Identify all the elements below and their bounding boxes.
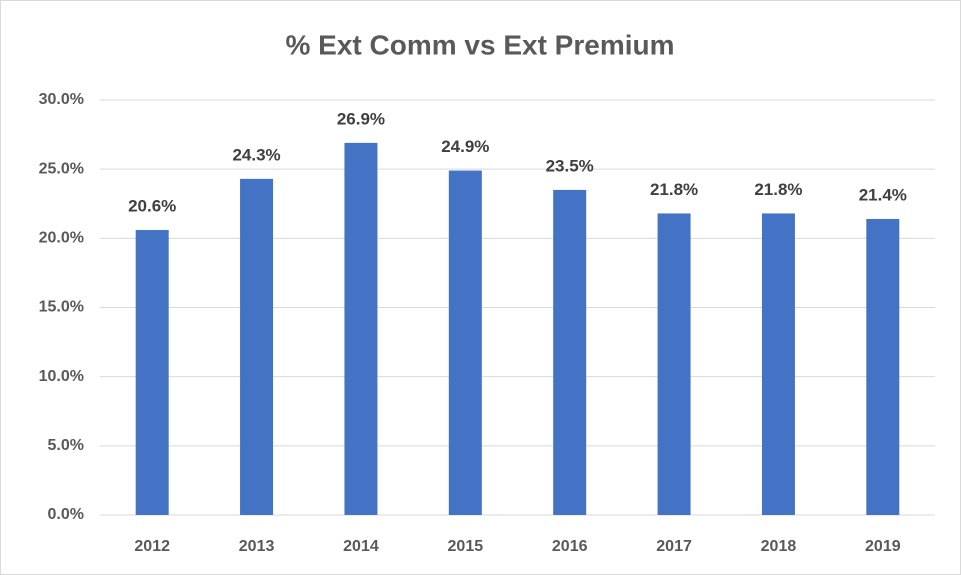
chart-title: % Ext Comm vs Ext Premium	[285, 29, 674, 60]
x-tick-label: 2013	[239, 538, 275, 555]
y-tick-label: 0.0%	[48, 506, 84, 523]
y-tick-label: 20.0%	[39, 230, 84, 247]
y-tick-label: 5.0%	[48, 437, 84, 454]
data-label: 21.8%	[754, 180, 802, 199]
data-label: 23.5%	[546, 156, 594, 175]
x-tick-label: 2018	[761, 538, 797, 555]
data-label: 24.9%	[441, 137, 489, 156]
bar	[866, 218, 900, 515]
x-tick-label: 2012	[134, 538, 170, 555]
bar	[135, 230, 169, 516]
y-tick-label: 10.0%	[39, 368, 84, 385]
data-label: 21.8%	[650, 180, 698, 199]
x-tick-label: 2014	[343, 538, 379, 555]
bar	[344, 142, 378, 515]
bar	[761, 213, 795, 515]
bar	[657, 213, 691, 515]
y-tick-label: 30.0%	[39, 91, 84, 108]
data-label: 24.3%	[232, 145, 280, 164]
data-label: 26.9%	[337, 109, 385, 128]
x-tick-label: 2016	[552, 538, 588, 555]
bar	[448, 170, 482, 516]
bar	[553, 189, 587, 515]
x-tick-label: 2019	[865, 538, 901, 555]
x-tick-label: 2015	[448, 538, 484, 555]
y-tick-label: 15.0%	[39, 299, 84, 316]
bar	[240, 178, 274, 515]
data-label: 21.4%	[859, 185, 907, 204]
y-tick-label: 25.0%	[39, 160, 84, 177]
x-tick-label: 2017	[656, 538, 692, 555]
data-label: 20.6%	[128, 197, 176, 216]
